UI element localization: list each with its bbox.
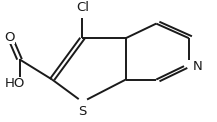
Text: O: O — [4, 30, 15, 44]
Text: Cl: Cl — [76, 0, 89, 14]
Text: N: N — [193, 60, 203, 73]
Text: HO: HO — [4, 77, 25, 91]
Text: S: S — [78, 105, 87, 118]
